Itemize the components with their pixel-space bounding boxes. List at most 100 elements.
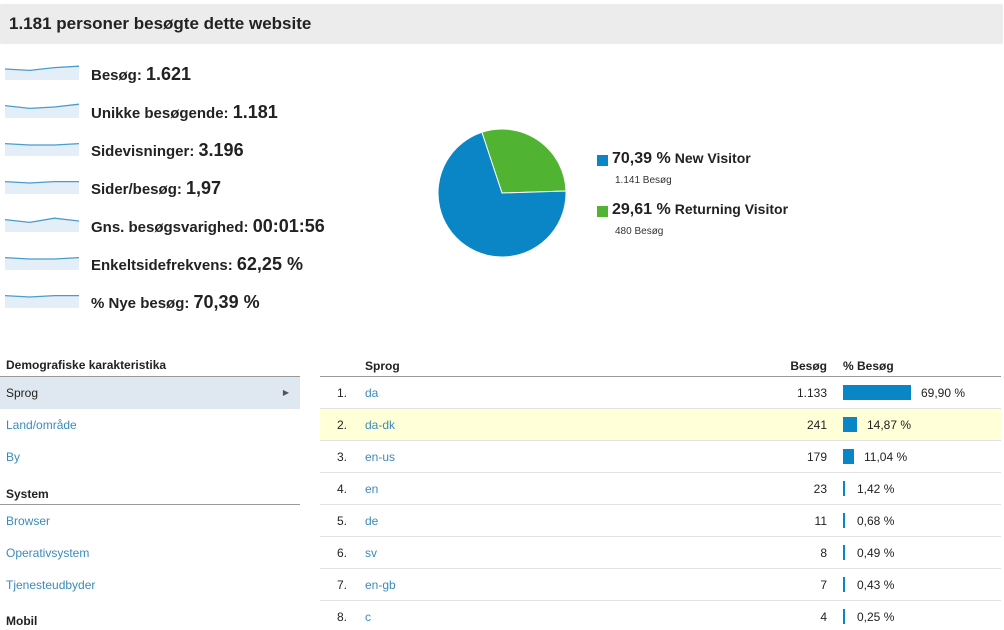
metric-value: 62,25 % bbox=[236, 254, 303, 274]
pct-value: 0,68 % bbox=[857, 514, 895, 528]
metric-text: Besøg: 1.621 bbox=[91, 64, 191, 85]
language-link[interactable]: en-us bbox=[365, 450, 396, 464]
language-link[interactable]: en-gb bbox=[365, 578, 396, 592]
pct-bar bbox=[843, 545, 845, 560]
row-number: 1. bbox=[337, 386, 348, 400]
table-row: 4. en 23 1,42 % bbox=[320, 473, 1001, 505]
metric-value: 1,97 bbox=[186, 178, 222, 198]
pct-value: 0,43 % bbox=[857, 578, 895, 592]
nav-item-label: Land/område bbox=[6, 418, 77, 432]
table-row: 1. da 1.133 69,90 % bbox=[320, 377, 1001, 409]
visits-value: 8 bbox=[820, 546, 827, 560]
pct-bar bbox=[843, 481, 845, 496]
metric-text: Enkeltsidefrekvens: 62,25 % bbox=[91, 254, 303, 275]
legend-label: 70,39 % New Visitor bbox=[612, 150, 751, 168]
language-link[interactable]: da bbox=[365, 386, 379, 400]
pie-slice-returning-visitor bbox=[481, 128, 567, 194]
visits-value: 1.133 bbox=[796, 386, 827, 400]
language-link[interactable]: de bbox=[365, 514, 379, 528]
pct-bar bbox=[843, 609, 845, 624]
metric-row: Enkeltsidefrekvens: 62,25 % bbox=[5, 248, 405, 278]
nav-item-operativsystem[interactable]: Operativsystem bbox=[0, 537, 300, 569]
nav-item-land[interactable]: Land/område bbox=[0, 409, 300, 441]
language-link[interactable]: c bbox=[365, 610, 371, 624]
table-row: 2. da-dk 241 14,87 % bbox=[320, 409, 1001, 441]
table-row: 3. en-us 179 11,04 % bbox=[320, 441, 1001, 473]
legend-pct: 70,39 % bbox=[612, 150, 671, 167]
legend-swatch bbox=[597, 206, 608, 217]
pct-bar bbox=[843, 417, 857, 432]
page-title: 1.181 personer besøgte dette website bbox=[9, 14, 312, 33]
language-link[interactable]: da-dk bbox=[365, 418, 396, 432]
visits-value: 11 bbox=[814, 514, 827, 528]
visits-value: 179 bbox=[806, 450, 827, 464]
language-link[interactable]: en bbox=[365, 482, 379, 496]
col-header-pct: % Besøg bbox=[843, 359, 894, 373]
nav-item-browser[interactable]: Browser bbox=[0, 505, 300, 537]
row-number: 6. bbox=[337, 546, 348, 560]
nav-item-label: Sprog bbox=[6, 386, 39, 400]
nav-item-sprog[interactable]: Sprog ▶ bbox=[0, 377, 300, 409]
page-header: 1.181 personer besøgte dette website bbox=[0, 4, 1003, 44]
metric-text: Sider/besøg: 1,97 bbox=[91, 178, 221, 199]
visits-value: 241 bbox=[806, 418, 827, 432]
metric-row: % Nye besøg: 70,39 % bbox=[5, 286, 405, 316]
sparkline-icon bbox=[5, 294, 79, 308]
visits-value: 7 bbox=[820, 578, 827, 592]
metric-value: 1.621 bbox=[146, 64, 192, 84]
row-number: 5. bbox=[337, 514, 348, 528]
row-number: 8. bbox=[337, 610, 348, 624]
nav-item-by[interactable]: By bbox=[0, 441, 300, 473]
visits-value: 4 bbox=[820, 610, 827, 624]
nav-item-label: Browser bbox=[6, 514, 51, 528]
metric-row: Besøg: 1.621 bbox=[5, 58, 405, 88]
metric-label: Enkeltsidefrekvens: bbox=[91, 257, 233, 274]
row-number: 2. bbox=[337, 418, 348, 432]
row-number: 4. bbox=[337, 482, 348, 496]
col-header-visits: Besøg bbox=[790, 359, 827, 373]
sparkline-icon bbox=[5, 65, 79, 80]
metric-value: 70,39 % bbox=[193, 292, 260, 312]
metric-text: Gns. besøgsvarighed: 00:01:56 bbox=[91, 216, 325, 237]
table-row: 7. en-gb 7 0,43 % bbox=[320, 569, 1001, 601]
metric-value: 3.196 bbox=[198, 140, 244, 160]
metric-row: Unikke besøgende: 1.181 bbox=[5, 96, 405, 126]
visits-value: 23 bbox=[813, 482, 827, 496]
metric-row: Sider/besøg: 1,97 bbox=[5, 172, 405, 202]
metric-text: Unikke besøgende: 1.181 bbox=[91, 102, 278, 123]
language-link[interactable]: sv bbox=[365, 546, 377, 560]
pct-bar bbox=[843, 513, 845, 528]
metric-label: Gns. besøgsvarighed: bbox=[91, 219, 249, 236]
pct-bar bbox=[843, 385, 911, 400]
sparkline-icon bbox=[5, 256, 79, 270]
table-header-divider bbox=[320, 376, 1001, 377]
legend-swatch bbox=[597, 155, 608, 166]
nav-head-mobile: Mobil bbox=[6, 614, 38, 628]
pct-bar bbox=[843, 449, 854, 464]
visitor-pie-chart bbox=[436, 127, 568, 259]
sparkline-icon bbox=[5, 180, 79, 194]
pct-value: 1,42 % bbox=[857, 482, 895, 496]
legend-visits: 480 Besøg bbox=[615, 226, 664, 237]
sparkline-icon bbox=[5, 103, 79, 118]
nav-head-system: System bbox=[6, 487, 49, 501]
legend-label: 29,61 % Returning Visitor bbox=[612, 201, 788, 219]
nav-item-label: By bbox=[6, 450, 21, 464]
metric-text: Sidevisninger: 3.196 bbox=[91, 140, 244, 161]
pct-value: 11,04 % bbox=[864, 450, 908, 464]
legend-name: Returning Visitor bbox=[674, 201, 789, 217]
row-number: 7. bbox=[337, 578, 348, 592]
sparkline-icon bbox=[5, 142, 79, 156]
nav-divider bbox=[0, 504, 300, 505]
metric-label: Sidevisninger: bbox=[91, 143, 195, 160]
pct-bar bbox=[843, 577, 845, 592]
metric-row: Gns. besøgsvarighed: 00:01:56 bbox=[5, 210, 405, 240]
legend-visits: 1.141 Besøg bbox=[615, 175, 672, 186]
pct-value: 0,25 % bbox=[857, 610, 895, 624]
metric-value: 00:01:56 bbox=[252, 216, 325, 236]
pct-value: 14,87 % bbox=[867, 418, 912, 432]
metric-row: Sidevisninger: 3.196 bbox=[5, 134, 405, 164]
metric-value: 1.181 bbox=[232, 102, 278, 122]
table-row: 6. sv 8 0,49 % bbox=[320, 537, 1001, 569]
nav-item-tjenesteudbyder[interactable]: Tjenesteudbyder bbox=[0, 569, 300, 601]
